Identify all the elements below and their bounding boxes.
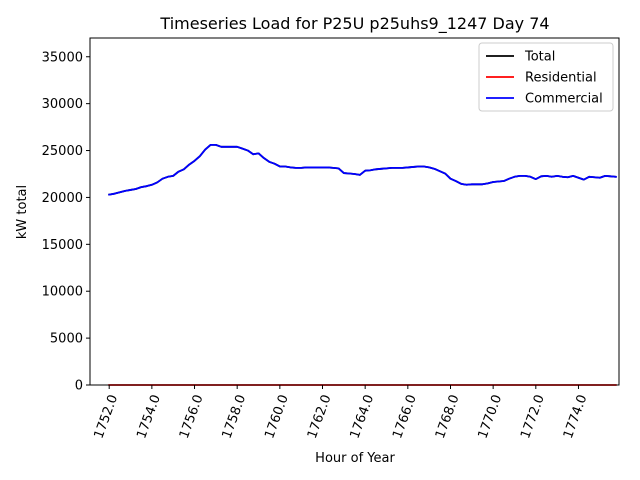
plot-frame — [89, 37, 620, 386]
y-tick-label: 20000 — [42, 191, 83, 206]
y-tick-label: 35000 — [42, 50, 83, 65]
y-tick-label: 0 — [75, 379, 83, 394]
y-tick-label: 5000 — [50, 332, 83, 347]
x-axis-label: Hour of Year — [315, 451, 395, 466]
legend-frame — [478, 42, 614, 112]
legend-label-residential: Residential — [525, 71, 597, 86]
y-axis-label: kW total — [15, 185, 30, 239]
series-line-commercial — [108, 144, 617, 196]
y-tick-label: 15000 — [42, 238, 83, 253]
legend: Total Residential Commercial — [478, 42, 614, 112]
legend-label-commercial: Commercial — [525, 92, 603, 107]
chart-title: Timeseries Load for P25U p25uhs9_1247 Da… — [159, 14, 549, 34]
y-tick-label: 25000 — [42, 144, 83, 159]
y-tick-label: 10000 — [42, 285, 83, 300]
y-axis: 0 5000 10000 15000 20000 25000 30000 35000 — [42, 50, 90, 394]
legend-label-total: Total — [524, 50, 555, 65]
y-tick-label: 30000 — [42, 97, 83, 112]
